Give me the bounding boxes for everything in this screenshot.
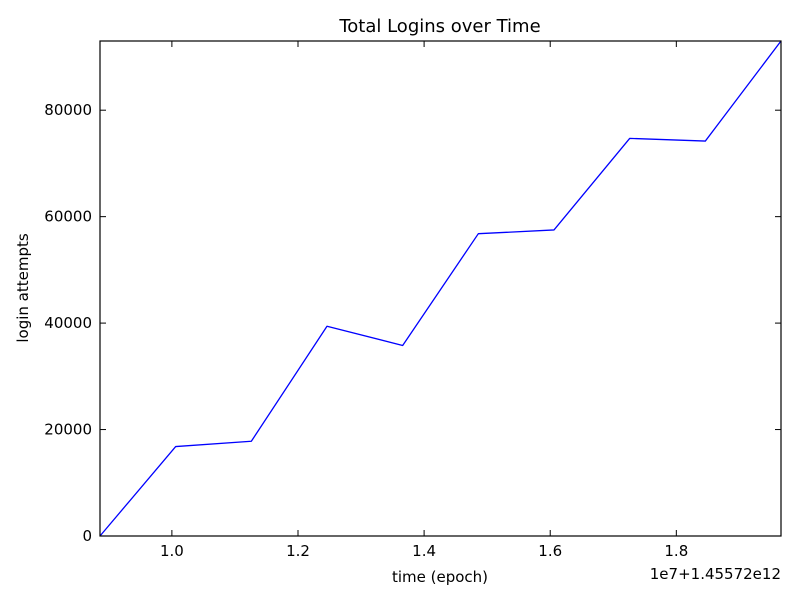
x-tick-label: 1.0 xyxy=(160,542,184,560)
x-axis-label: time (epoch) xyxy=(392,568,488,586)
y-tick-label: 0 xyxy=(82,527,92,545)
y-tick-label: 40000 xyxy=(44,314,92,332)
x-offset-text: 1e7+1.45572e12 xyxy=(650,565,781,583)
plot-area: 1.0 1.2 1.4 1.6 1.8 0 20000 40000 60000 80000 xyxy=(44,40,782,560)
series-line-0 xyxy=(99,40,782,537)
x-tick-label: 1.6 xyxy=(538,542,562,560)
y-axis-label: login attempts xyxy=(14,233,32,343)
chart-title: Total Logins over Time xyxy=(338,16,540,37)
x-tick-label: 1.8 xyxy=(664,542,688,560)
y-tick-label: 60000 xyxy=(44,208,92,226)
axes-frame xyxy=(99,40,782,537)
y-tick-label: 80000 xyxy=(44,101,92,119)
y-tick-label: 20000 xyxy=(44,421,92,439)
x-tick-label: 1.4 xyxy=(412,542,436,560)
x-tick-label: 1.2 xyxy=(286,542,310,560)
